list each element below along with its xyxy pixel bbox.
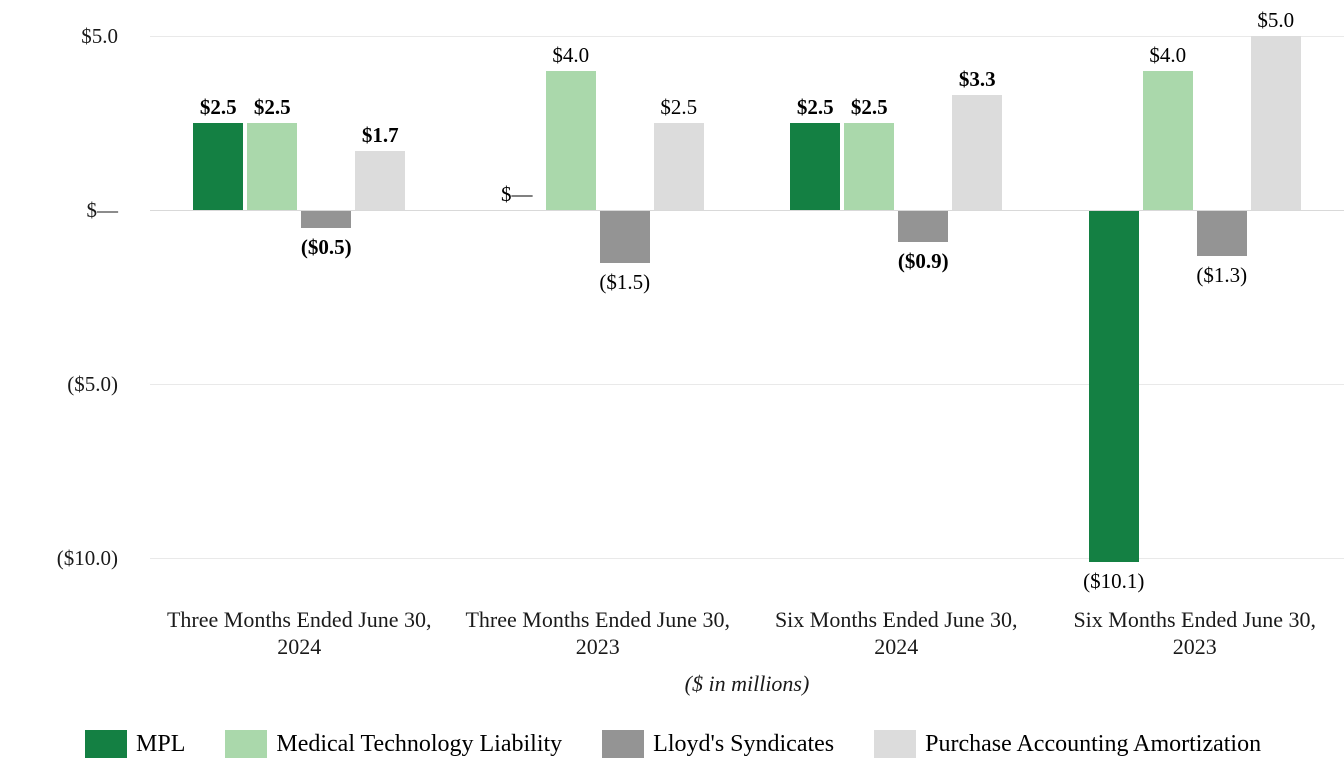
bar <box>844 123 895 210</box>
legend-swatch-icon <box>874 730 917 758</box>
gridline <box>150 210 1344 211</box>
bar-value-label: ($1.3) <box>1196 263 1248 288</box>
legend-item: Purchase Accounting Amortization <box>874 729 1261 759</box>
bar <box>952 95 1003 210</box>
x-category-label: Three Months Ended June 30, 2024 <box>153 606 445 660</box>
legend-item: MPL <box>85 729 185 759</box>
gridline <box>150 384 1344 385</box>
bar-value-label: ($10.1) <box>1083 569 1145 594</box>
bar-value-label: $3.3 <box>958 67 996 92</box>
x-category-line2: 2023 <box>1172 634 1217 659</box>
bar-value-label: $2.5 <box>660 95 698 119</box>
bar-value-label: $4.0 <box>552 42 590 67</box>
bar-value-label: $1.7 <box>361 122 399 147</box>
bar-value-label: $2.5 <box>253 95 291 119</box>
bar-value-label: $— <box>501 182 533 206</box>
x-category-label: Six Months Ended June 30, 2024 <box>750 606 1042 660</box>
bar <box>653 123 704 210</box>
x-category-line1: Three Months Ended June 30, <box>465 607 731 632</box>
bar <box>898 211 949 243</box>
x-category-line1: Six Months Ended June 30, <box>774 607 1018 632</box>
bar <box>1250 36 1301 210</box>
x-category-line2: 2023 <box>575 634 620 659</box>
x-category-line2: 2024 <box>874 634 919 659</box>
chart-legend: MPL Medical Technology Liability Lloyd's S… <box>85 729 1261 759</box>
bar <box>247 123 298 210</box>
bar <box>1196 211 1247 257</box>
legend-item: Lloyd's Syndicates <box>602 729 834 759</box>
bar <box>1142 70 1193 210</box>
legend-swatch-icon <box>602 730 645 758</box>
legend-swatch-icon <box>85 730 127 758</box>
bar <box>355 150 406 210</box>
x-category-line1: Six Months Ended June 30, <box>1073 607 1317 632</box>
legend-label: Medical Technology Liability <box>276 731 563 757</box>
gridline <box>150 558 1344 559</box>
bar-value-label: $4.0 <box>1149 42 1187 67</box>
legend-label: MPL <box>136 731 186 757</box>
bar-value-label: ($0.9) <box>897 249 949 274</box>
bar <box>599 211 650 264</box>
y-tick-label: ($10.0) <box>56 546 118 570</box>
bar-value-label: $2.5 <box>796 95 834 119</box>
y-tick-label: $5.0 <box>81 24 118 48</box>
legend-swatch-icon <box>225 730 268 758</box>
unit-note: ($ in millions) <box>684 671 810 696</box>
y-tick-label: $— <box>86 198 119 222</box>
gridline <box>150 36 1344 37</box>
bar <box>545 70 596 210</box>
x-category-line1: Three Months Ended June 30, <box>166 607 432 632</box>
y-tick-label: ($5.0) <box>67 372 118 396</box>
bar <box>790 123 841 210</box>
bar <box>301 211 352 229</box>
legend-label: Lloyd's Syndicates <box>653 731 835 757</box>
legend-label: Purchase Accounting Amortization <box>925 731 1262 757</box>
x-category-label: Six Months Ended June 30, 2023 <box>1049 606 1341 660</box>
bar-value-label: ($0.5) <box>300 235 352 260</box>
bar <box>1088 211 1139 563</box>
legend-item: Medical Technology Liability <box>225 729 562 759</box>
x-category-line2: 2024 <box>277 634 322 659</box>
bar <box>193 123 244 210</box>
x-category-label: Three Months Ended June 30, 2023 <box>452 606 744 660</box>
bar-value-label: $5.0 <box>1257 8 1295 32</box>
bar-value-label: $2.5 <box>850 95 888 119</box>
bar-value-label: ($1.5) <box>599 270 651 295</box>
bar-value-label: $2.5 <box>199 95 237 119</box>
